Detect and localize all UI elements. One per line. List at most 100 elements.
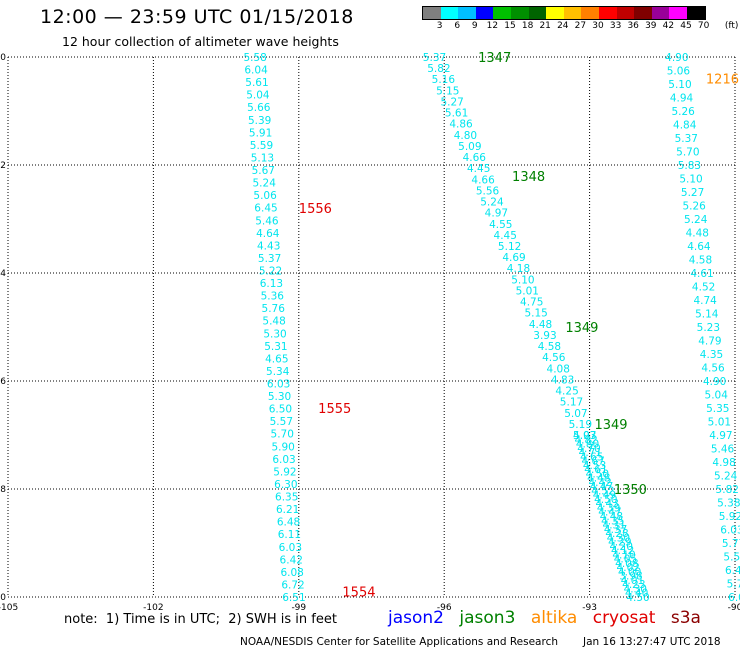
color-swatch [634,7,652,19]
wave-height-value: 5.19 [569,419,592,431]
wave-height-value: 4.52 [591,485,614,497]
wave-height-value: 4.84 [673,120,697,132]
wave-height-value: 4.58 [538,341,561,353]
color-scale-tick: 24 [557,21,569,31]
color-scale-tick: 30 [592,21,604,31]
wave-height-value: 5.10 [679,174,702,186]
wave-height-value: 6.04 [244,65,268,77]
wave-height-value: 4.97 [709,430,732,442]
color-scale-tick: 42 [662,21,675,31]
wave-height-value: 4.45 [467,163,490,175]
wave-height-value: 5.04 [246,90,270,102]
wave-height-value: 4.49 [593,490,616,502]
wave-height-value: 4.90 [703,376,726,388]
wave-height-value: 5.48 [262,316,285,328]
wave-height-value: 5.24 [480,197,504,209]
color-swatch [669,7,687,19]
color-scale-tick: 18 [521,21,534,31]
wave-height-value: 4.86 [449,119,473,131]
wave-height-value: 4.10 [612,549,635,561]
color-scale-tick: 36 [627,21,639,31]
wave-height-value: 5.06 [667,66,691,78]
wave-height-value: 4.12 [611,545,634,557]
color-swatch [598,7,617,19]
wave-height-value: 4.80 [576,439,599,451]
wave-height-value: 4.82 [574,434,597,446]
wave-height-value: 6.13 [260,278,283,290]
wave-height-value: 4.79 [698,336,721,348]
wave-height-value: 4.28 [605,528,628,540]
color-scale-tick: 6 [454,21,461,31]
wave-height-value: 5.70 [727,579,740,591]
wave-height-value: 4.56 [542,352,566,364]
wave-height-value: 4.97 [485,208,508,220]
wave-height-value: 5.92 [719,511,740,523]
lat-label: -20 [0,593,6,603]
wave-height-value: 4.48 [600,511,623,523]
wave-height-value: 4.66 [463,152,487,164]
color-scale: 3 6 9 12 15 18 21 24 27 30 33 36 39 42 45 70 (ft) [422,6,738,34]
pass-number-label: 1348 [512,170,545,185]
color-swatch [493,7,511,19]
wave-height-value: 4.08 [547,363,570,375]
lon-label: -99 [291,603,306,613]
wave-height-value: 4.58 [689,255,712,267]
pass-number-label: 1216 [706,73,739,88]
wave-height-value: 4.47 [598,507,621,519]
wave-height-value: 4.75 [520,297,543,309]
lat-lon-grid [7,56,736,598]
color-scale-tick: 12 [486,21,499,31]
track-track-b: 5.375.825.165.155.275.614.864.805.094.66… [423,52,597,442]
pass-number-label: 1349 [565,321,598,336]
wave-height-value: 5.27 [440,96,463,108]
wave-height-value: 5.38 [717,498,740,510]
color-swatch [528,7,547,19]
wave-height-value: 5.37 [423,52,446,64]
wave-height-value: 4.61 [690,268,713,280]
wave-height-value: 6.03 [267,379,290,391]
pass-number-label: 1347 [478,51,511,66]
wave-height-value: 4.61 [584,464,607,476]
wave-height-value: 6.30 [274,479,297,491]
wave-height-value: 5.37 [675,133,698,145]
wave-height-value: 6.03 [279,542,302,554]
color-swatch [616,7,635,19]
wave-height-value: 4.97 [573,430,596,442]
wave-height-value: 5.01 [516,285,539,297]
color-scale-tick: 3 [436,21,443,31]
wave-height-value: 5.03 [573,430,596,442]
wave-height-value: 4.90 [665,52,688,64]
pass-number-label: 1554 [342,586,375,601]
pass-number-label: 1556 [299,202,332,217]
wave-height-value: 5.17 [560,397,583,409]
wave-height-value: 5.37 [258,253,281,265]
credit-line: NOAA/NESDIS Center for Satellite Applica… [240,636,558,648]
wave-height-value: 4.43 [596,498,619,510]
wave-height-value: 4.70 [577,443,600,455]
wave-height-value: 4.30 [624,583,647,595]
wave-height-value: 4.56 [701,363,725,375]
wave-height-value: 5.70 [271,429,294,441]
wave-height-value: 6.48 [277,517,300,529]
wave-height-value: 6.72 [281,579,304,591]
legend-s3a: s3a [670,608,701,628]
wave-height-value: 5.56 [476,185,500,197]
wave-height-value: 4.05 [614,554,637,566]
color-scale-tick: 45 [680,21,692,31]
wave-height-value: 5.70 [676,147,699,159]
wave-height-value: 6.42 [280,554,303,566]
wave-height-value: 5.61 [445,108,468,120]
wave-height-value: 5.12 [498,241,521,253]
wave-height-value: 4.69 [502,252,525,264]
color-scale-tick: 70 [697,21,710,31]
color-scale-tick: 21 [539,21,551,31]
color-swatch [546,7,564,19]
wave-height-value: 4.08 [615,558,638,570]
wave-height-value: 5.24 [253,178,277,190]
wave-height-value: 5.10 [668,79,691,91]
wave-height-value: 4.66 [471,174,495,186]
lat-label: -16 [0,377,6,387]
wave-height-value: 5.36 [261,291,285,303]
wave-height-value: 4.71 [579,447,602,459]
